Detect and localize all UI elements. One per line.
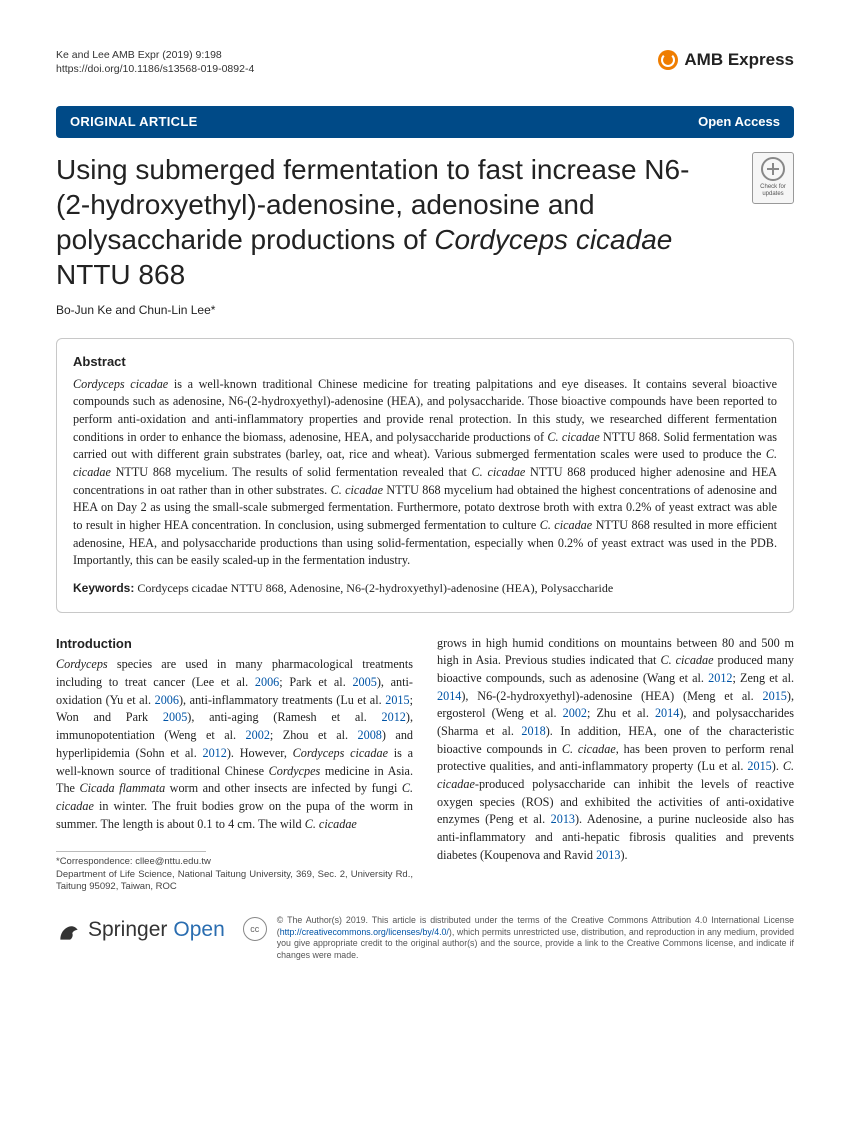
open-access-label: Open Access <box>684 106 794 138</box>
keywords-row: Keywords: Cordyceps cicadae NTTU 868, Ad… <box>73 580 777 597</box>
intro-heading: Introduction <box>56 635 413 654</box>
crossmark-label: Check for updates <box>753 184 793 197</box>
article-type-banner: ORIGINAL ARTICLE Open Access <box>56 106 794 138</box>
article-type-label: ORIGINAL ARTICLE <box>56 106 212 138</box>
footnote-rule <box>56 851 206 852</box>
license-link[interactable]: http://creativecommons.org/licenses/by/4… <box>280 927 449 937</box>
doi-line: https://doi.org/10.1186/s13568-019-0892-… <box>56 62 254 76</box>
correspondence-email: *Correspondence: cllee@nttu.edu.tw <box>56 856 413 868</box>
title-species: Cordyceps cicadae <box>434 224 672 255</box>
body-columns: Introduction Cordyceps species are used … <box>56 635 794 894</box>
springer-horse-icon <box>56 918 82 944</box>
intro-paragraph-left: Cordyceps species are used in many pharm… <box>56 656 413 833</box>
license-text: © The Author(s) 2019. This article is di… <box>277 915 794 961</box>
abstract-body: Cordyceps cicadae is a well-known tradit… <box>73 376 777 571</box>
title-part-2: NTTU 868 <box>56 259 185 290</box>
column-right: grows in high humid conditions on mounta… <box>437 635 794 894</box>
springer-open-text: Open <box>173 915 224 945</box>
cc-icon: cc <box>243 917 267 941</box>
author-list: Bo-Jun Ke and Chun-Lin Lee* <box>56 302 794 319</box>
crossmark-icon <box>761 157 785 181</box>
citation-line: Ke and Lee AMB Expr (2019) 9:198 <box>56 48 254 62</box>
citation-block: Ke and Lee AMB Expr (2019) 9:198 https:/… <box>56 48 254 76</box>
license-row: SpringerOpen cc © The Author(s) 2019. Th… <box>56 915 794 961</box>
article-title: Using submerged fermentation to fast inc… <box>56 152 696 292</box>
license-box: cc © The Author(s) 2019. This article is… <box>243 915 794 961</box>
abstract-box: Abstract Cordyceps cicadae is a well-kno… <box>56 338 794 613</box>
keywords-label: Keywords: <box>73 581 134 595</box>
bmc-logo-icon <box>658 50 678 70</box>
correspondence-footnote: *Correspondence: cllee@nttu.edu.tw Depar… <box>56 856 413 893</box>
intro-paragraph-right: grows in high humid conditions on mounta… <box>437 635 794 865</box>
running-header: Ke and Lee AMB Expr (2019) 9:198 https:/… <box>56 48 794 76</box>
abstract-heading: Abstract <box>73 353 777 372</box>
correspondence-address: Department of Life Science, National Tai… <box>56 869 413 894</box>
column-left: Introduction Cordyceps species are used … <box>56 635 413 894</box>
springer-text: Springer <box>88 915 167 945</box>
crossmark-badge[interactable]: Check for updates <box>752 152 794 204</box>
springer-open-logo: SpringerOpen <box>56 915 225 945</box>
journal-name: AMB Express <box>684 48 794 73</box>
keywords-value: Cordyceps cicadae NTTU 868, Adenosine, N… <box>137 581 613 595</box>
journal-brand: AMB Express <box>658 48 794 73</box>
